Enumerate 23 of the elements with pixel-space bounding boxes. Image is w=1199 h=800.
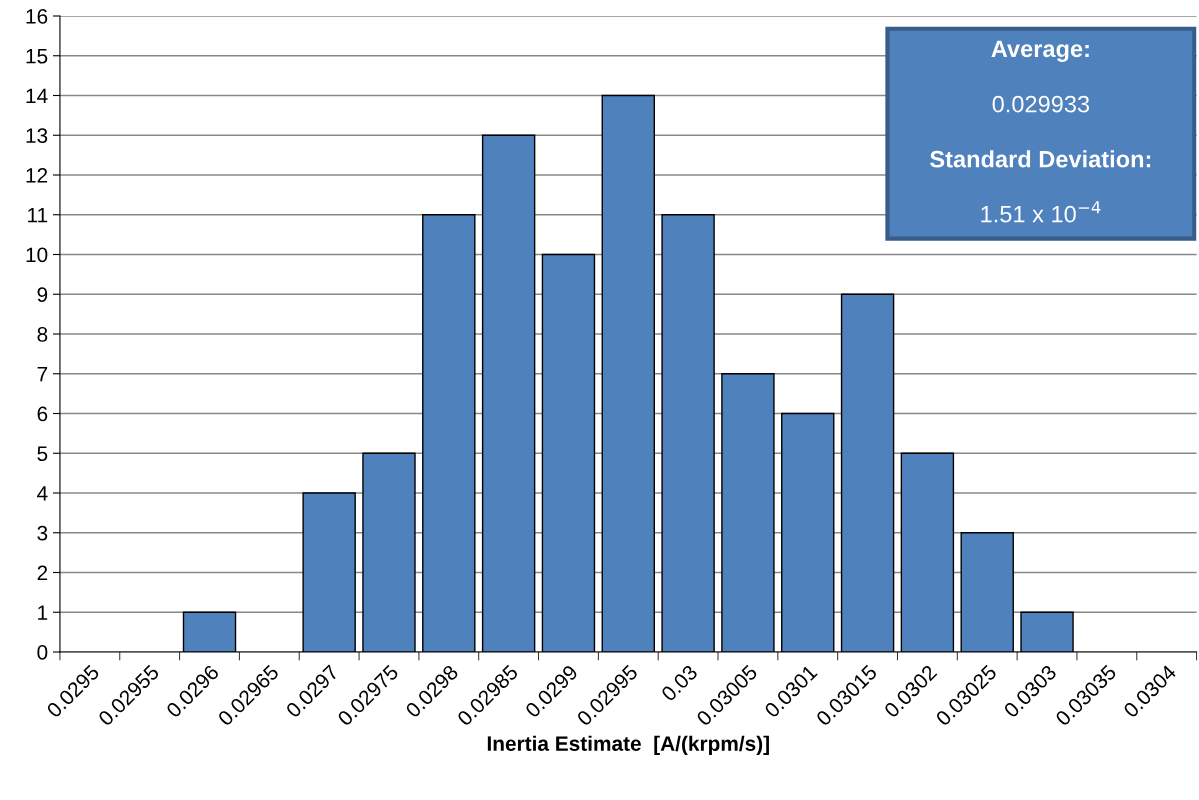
x-axis-title: Inertia Estimate [A/(krpm/s)]: [487, 735, 769, 756]
y-tick-label: 12: [26, 168, 48, 183]
y-tick-label: 1: [38, 605, 48, 620]
y-tick-label: 5: [37, 446, 48, 461]
y-tick-label: 13: [26, 128, 48, 143]
annotation: Average:: [991, 40, 1089, 62]
y-tick-label: 2: [37, 565, 48, 581]
y-tick-label: 11: [28, 207, 48, 223]
y-tick-label: 8: [37, 327, 48, 342]
annotation: 0.029933: [992, 95, 1090, 113]
x-tick-label: 0.03: [660, 664, 699, 703]
y-tick-label: 6: [37, 406, 48, 422]
y-tick-label: 3: [37, 525, 48, 541]
y-tick-label: 16: [26, 9, 48, 24]
y-tick-label: 9: [37, 287, 48, 302]
y-tick-label: 15: [26, 48, 48, 64]
annotation: Standard Deviation:: [930, 150, 1151, 168]
annotation: 1.51 x 10$^{−4}$: [981, 201, 1101, 223]
y-tick-label: 0: [37, 645, 48, 660]
y-tick-label: 4: [37, 486, 48, 501]
y-tick-label: 14: [26, 88, 48, 104]
y-tick-label: 10: [26, 247, 48, 263]
y-tick-label: 7: [37, 366, 48, 382]
